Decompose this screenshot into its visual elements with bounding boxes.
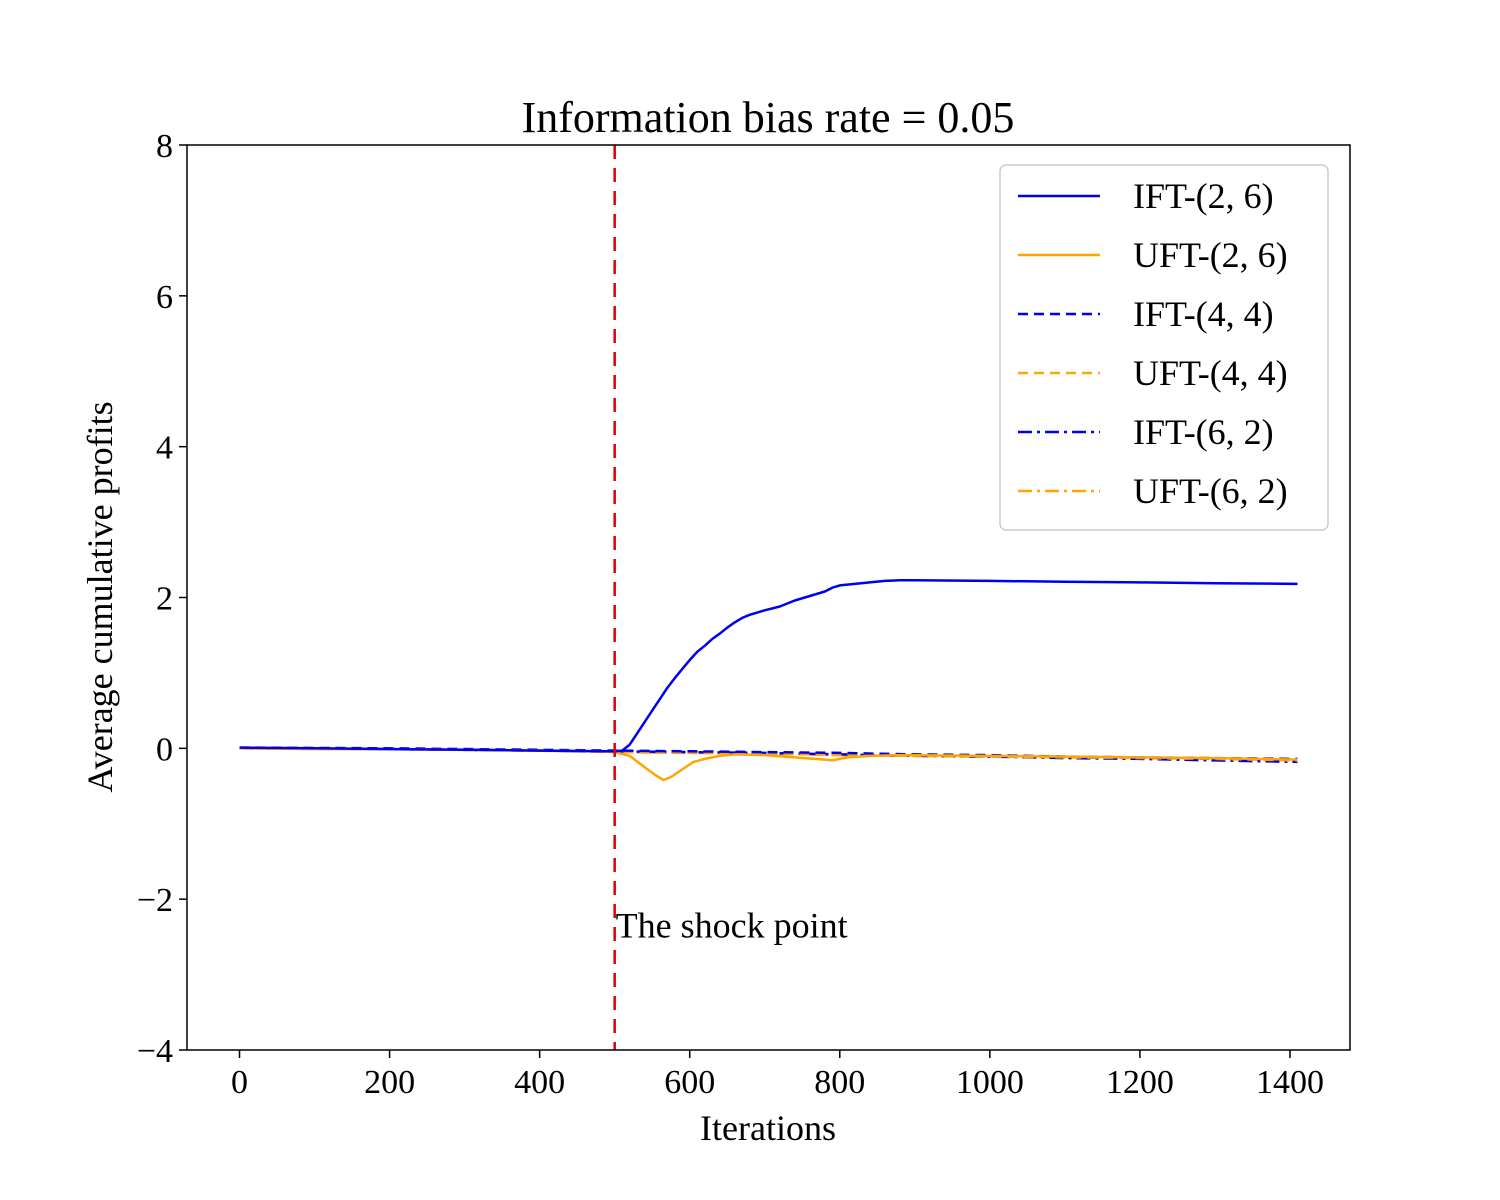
x-axis-label: Iterations	[700, 1108, 836, 1148]
x-tick-label: 800	[814, 1064, 865, 1101]
legend: IFT-(2, 6) UFT-(2, 6) IFT-(4, 4) UFT-(4, 4)…	[999, 164, 1329, 531]
chart-title: Information bias rate = 0.05	[522, 93, 1015, 142]
series-line	[239, 578, 1298, 753]
y-axis: −4 −2 0 2 4 6 8	[137, 128, 187, 1070]
y-tick-label: −4	[137, 1033, 173, 1070]
plot-area	[239, 145, 1298, 1050]
legend-label: UFT-(6, 2)	[1133, 471, 1288, 511]
legend-label: UFT-(2, 6)	[1133, 235, 1288, 275]
y-tick-label: 2	[156, 581, 173, 618]
x-tick-label: 1200	[1106, 1064, 1174, 1101]
x-tick-label: 200	[364, 1064, 415, 1101]
shock-point-annotation: The shock point	[616, 906, 848, 946]
x-tick-label: 1000	[956, 1064, 1024, 1101]
x-tick-label: 600	[664, 1064, 715, 1101]
legend-label: IFT-(6, 2)	[1133, 412, 1274, 452]
y-tick-label: −2	[137, 882, 173, 919]
x-tick-label: 400	[514, 1064, 565, 1101]
x-tick-label: 1400	[1256, 1064, 1324, 1101]
legend-label: IFT-(4, 4)	[1133, 294, 1274, 334]
y-tick-label: 8	[156, 128, 173, 165]
y-tick-label: 4	[156, 430, 173, 467]
legend-label: UFT-(4, 4)	[1133, 353, 1288, 393]
y-tick-label: 6	[156, 279, 173, 316]
x-axis: 0 200 400 600 800 1000 1200 1400	[231, 1050, 1324, 1101]
x-tick-label: 0	[231, 1064, 248, 1101]
y-tick-label: 0	[156, 731, 173, 768]
y-axis-label: Average cumulative profits	[80, 401, 120, 792]
legend-label: IFT-(2, 6)	[1133, 176, 1274, 216]
